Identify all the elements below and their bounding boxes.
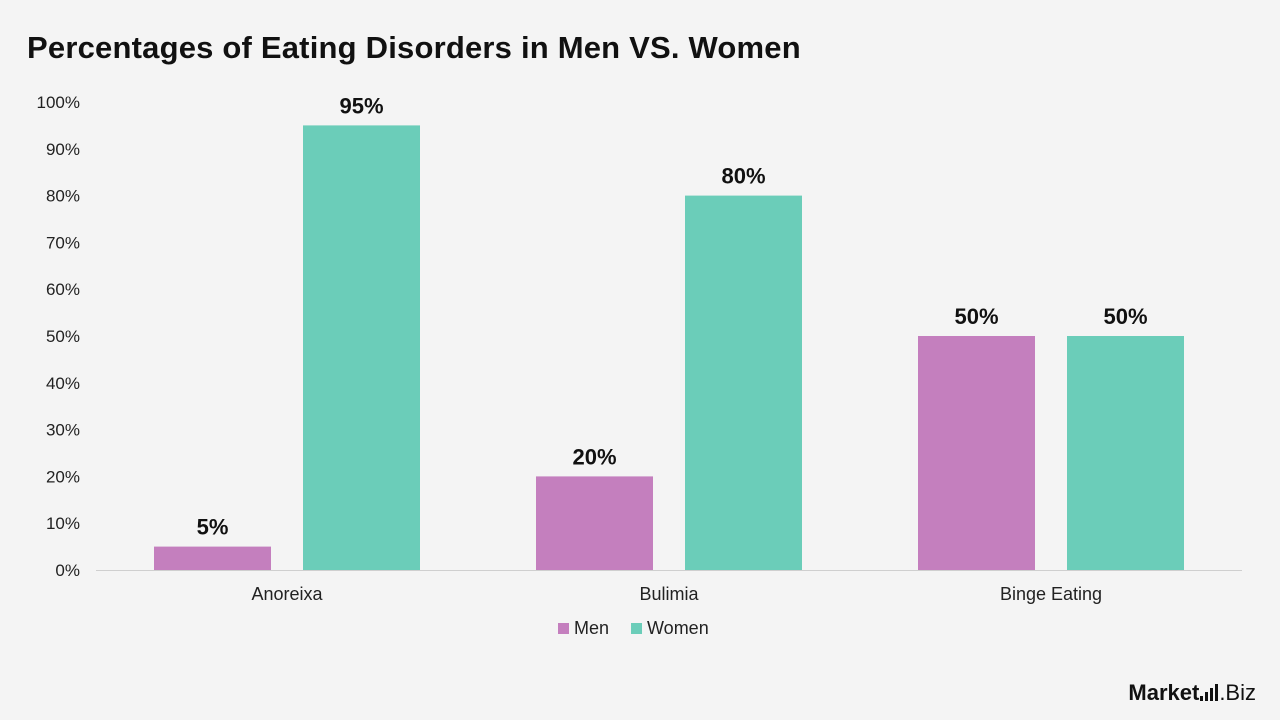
legend-label-women: Women xyxy=(647,618,709,638)
y-tick-label: 100% xyxy=(37,93,80,112)
bar-men-1 xyxy=(154,546,271,570)
bar-women-3 xyxy=(1067,336,1184,570)
y-tick-label: 90% xyxy=(46,140,80,159)
data-label: 5% xyxy=(197,515,229,540)
data-label: 50% xyxy=(954,304,998,329)
legend-swatch-men xyxy=(558,623,569,634)
legend: Men Women xyxy=(558,618,709,638)
y-tick-label: 0% xyxy=(55,561,80,580)
bar-men-2 xyxy=(536,476,653,570)
y-tick-label: 30% xyxy=(46,421,80,440)
x-axis: Anoreixa Bulimia Binge Eating xyxy=(251,584,1102,604)
data-label: 50% xyxy=(1103,304,1147,329)
data-label: 20% xyxy=(572,444,616,469)
legend-swatch-women xyxy=(631,623,643,634)
y-tick-label: 60% xyxy=(46,280,80,299)
y-tick-label: 40% xyxy=(46,374,80,393)
brand-bars-icon xyxy=(1200,684,1219,701)
data-label: 95% xyxy=(339,93,383,118)
y-tick-label: 20% xyxy=(46,467,80,486)
y-axis: 0% 10% 20% 30% 40% 50% 60% 70% 80% 90% 100% xyxy=(37,93,80,580)
bar-men-3 xyxy=(918,336,1035,570)
bar-women-2 xyxy=(685,195,802,570)
brand-logo: Market .Biz xyxy=(1128,680,1256,706)
y-tick-label: 70% xyxy=(46,233,80,252)
y-tick-label: 50% xyxy=(46,327,80,346)
legend-label-men: Men xyxy=(574,618,609,638)
brand-primary: Market xyxy=(1128,680,1200,705)
data-label: 80% xyxy=(721,164,765,189)
brand-secondary: .Biz xyxy=(1219,680,1256,705)
x-category-label: Binge Eating xyxy=(1000,584,1102,604)
y-tick-label: 80% xyxy=(46,187,80,206)
bars: 5% 95% 20% 80% 50% 50% xyxy=(154,93,1184,571)
y-tick-label: 10% xyxy=(46,514,80,533)
chart-title: Percentages of Eating Disorders in Men V… xyxy=(27,30,801,65)
bar-women-1 xyxy=(303,125,420,571)
x-category-label: Anoreixa xyxy=(251,584,323,604)
x-category-label: Bulimia xyxy=(639,584,699,604)
